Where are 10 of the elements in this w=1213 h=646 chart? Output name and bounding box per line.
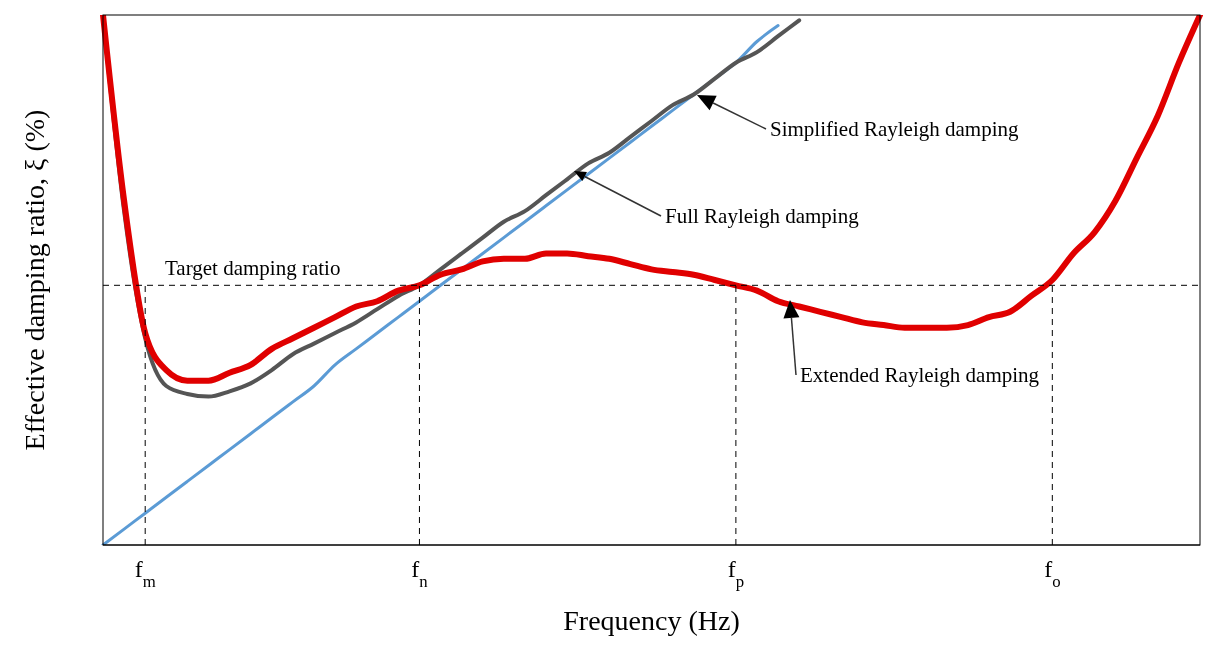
- annotation: Extended Rayleigh damping: [800, 363, 1040, 387]
- annotation: Simplified Rayleigh damping: [770, 117, 1019, 141]
- annotation: Full Rayleigh damping: [665, 204, 860, 228]
- x-axis-title: Frequency (Hz): [563, 605, 740, 636]
- y-axis-title: Effective damping ratio, ξ (%): [19, 109, 50, 451]
- x-tick-label: f$_{n}$: [411, 556, 429, 591]
- x-tick-label: f$_{m}$: [134, 556, 156, 591]
- x-tick-label: f$_{o}$: [1044, 556, 1061, 591]
- x-tick-label: f$_{p}$: [727, 556, 745, 591]
- ref-line-label: Target damping ratio: [165, 256, 341, 281]
